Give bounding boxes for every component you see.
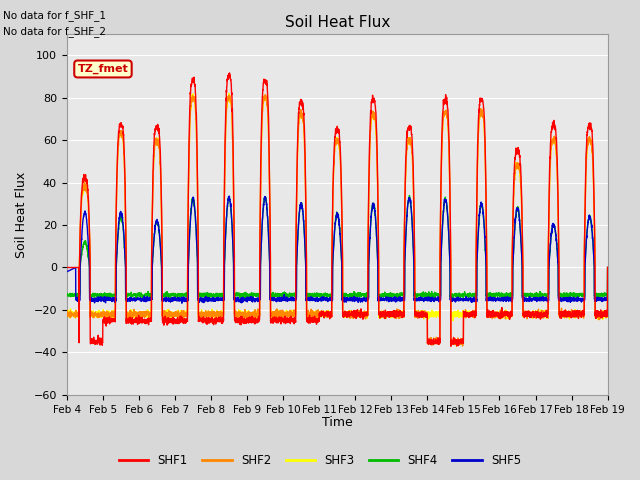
X-axis label: Time: Time: [322, 416, 353, 429]
Title: Soil Heat Flux: Soil Heat Flux: [285, 15, 390, 30]
Text: No data for f_SHF_2: No data for f_SHF_2: [3, 26, 106, 37]
Legend: SHF1, SHF2, SHF3, SHF4, SHF5: SHF1, SHF2, SHF3, SHF4, SHF5: [114, 449, 526, 472]
Text: No data for f_SHF_1: No data for f_SHF_1: [3, 10, 106, 21]
Text: TZ_fmet: TZ_fmet: [77, 64, 129, 74]
Y-axis label: Soil Heat Flux: Soil Heat Flux: [15, 171, 28, 258]
